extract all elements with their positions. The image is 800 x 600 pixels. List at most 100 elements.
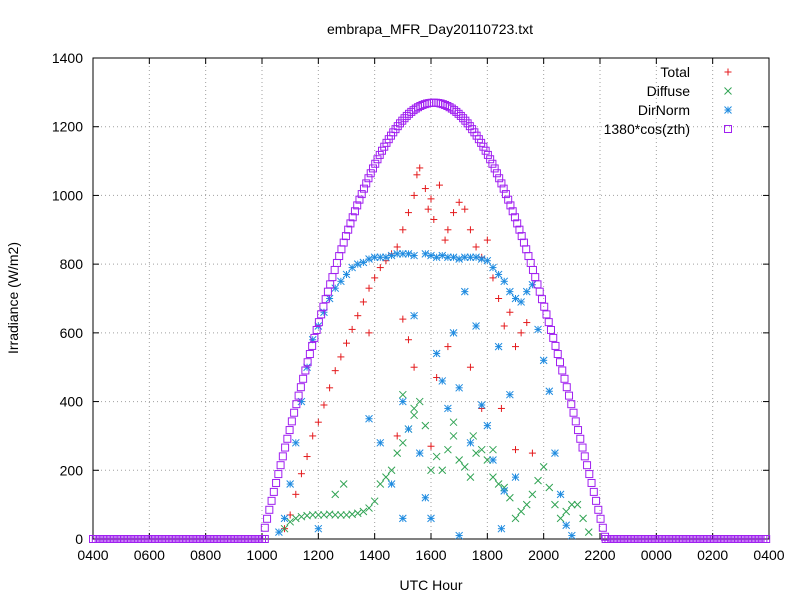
data-point-square	[531, 273, 540, 282]
data-point-cross	[337, 511, 345, 519]
data-point-plus	[297, 470, 305, 478]
data-point-cross	[353, 509, 362, 518]
data-point-square	[310, 333, 319, 342]
data-point-star	[382, 253, 390, 262]
grid-lines	[93, 58, 769, 539]
data-point-square	[391, 125, 400, 134]
data-point-cross	[398, 390, 407, 399]
data-point-square	[585, 470, 594, 479]
data-point-square	[350, 207, 359, 216]
x-tick-label: 0400	[753, 547, 784, 563]
data-point-star	[404, 249, 413, 258]
data-point-star	[455, 255, 464, 263]
data-point-star	[427, 514, 435, 523]
data-point-star	[562, 521, 571, 530]
data-point-star	[387, 251, 396, 260]
data-point-cross	[410, 404, 418, 413]
data-point-star	[421, 249, 430, 258]
data-point-plus	[483, 236, 491, 244]
data-point-star	[522, 287, 531, 296]
data-point-star	[444, 404, 452, 413]
data-point-cross	[573, 500, 582, 509]
y-tick-label: 200	[60, 462, 84, 478]
data-point-square	[551, 341, 560, 350]
data-point-plus	[421, 185, 429, 193]
data-point-plus	[472, 243, 480, 251]
data-point-square	[486, 155, 495, 164]
data-point-square	[589, 487, 598, 496]
data-point-square	[348, 213, 357, 222]
data-point-square	[558, 366, 567, 375]
data-point-square	[492, 169, 501, 178]
data-point-plus	[410, 363, 418, 371]
data-point-star	[438, 377, 447, 385]
data-point-square	[443, 101, 452, 110]
data-point-square	[535, 287, 544, 296]
data-point-square	[594, 505, 603, 514]
data-point-cross	[545, 483, 554, 492]
data-point-cross	[562, 507, 571, 516]
data-point-square	[299, 374, 308, 383]
data-point-cross	[460, 462, 469, 471]
data-point-star	[466, 253, 475, 262]
data-point-plus	[441, 236, 449, 244]
data-point-cross	[387, 466, 396, 475]
data-point-star	[460, 287, 469, 296]
data-point-square	[366, 169, 375, 178]
data-point-square	[328, 273, 337, 282]
data-point-plus	[506, 308, 514, 316]
data-point-plus	[393, 243, 401, 251]
data-point-square	[456, 111, 465, 120]
data-point-cross	[449, 432, 458, 440]
x-tick-label: 0800	[190, 547, 221, 563]
data-point-star	[489, 456, 497, 464]
x-tick-label: 1000	[246, 547, 277, 563]
data-point-square	[481, 146, 490, 155]
data-point-plus	[413, 171, 421, 179]
data-point-square	[272, 478, 281, 487]
data-point-star	[477, 401, 486, 409]
data-point-plus	[354, 312, 362, 320]
data-point-square	[556, 358, 565, 367]
data-point-square	[371, 159, 380, 168]
data-point-square	[276, 461, 285, 470]
legend-marker	[724, 68, 732, 76]
data-point-square	[571, 417, 580, 426]
data-point-plus	[303, 453, 311, 461]
legend-marker	[724, 106, 732, 114]
data-point-square	[576, 434, 585, 443]
data-point-square	[762, 535, 771, 543]
data-point-square	[522, 245, 531, 254]
data-point-cross	[556, 514, 565, 523]
data-point-plus	[343, 339, 350, 347]
data-point-star	[427, 251, 435, 260]
x-axis-title: UTC Hour	[399, 577, 462, 593]
x-tick-label: 2200	[584, 547, 615, 563]
data-point-star	[280, 514, 289, 523]
data-point-star	[275, 528, 283, 536]
data-point-plus	[427, 195, 435, 203]
data-point-star	[432, 253, 441, 262]
data-point-square	[375, 150, 384, 159]
data-point-star	[438, 251, 447, 260]
data-point-star	[376, 438, 385, 447]
data-point-square	[326, 280, 335, 289]
y-axis-title: Irradiance (W/m2)	[5, 242, 21, 354]
y-tick-label: 1000	[52, 187, 83, 203]
data-point-square	[445, 103, 454, 112]
data-point-cross	[331, 490, 340, 499]
data-point-star	[393, 249, 402, 258]
data-point-star	[528, 280, 537, 289]
data-point-square	[479, 142, 488, 151]
data-point-square	[308, 341, 317, 350]
data-point-square	[409, 106, 418, 115]
data-point-plus	[365, 329, 373, 337]
data-point-square	[364, 174, 373, 183]
data-point-plus	[424, 205, 432, 213]
data-point-star	[497, 524, 506, 533]
data-point-square	[598, 523, 607, 532]
data-point-star	[365, 255, 373, 263]
data-point-star	[483, 256, 492, 265]
data-point-star	[314, 524, 323, 533]
